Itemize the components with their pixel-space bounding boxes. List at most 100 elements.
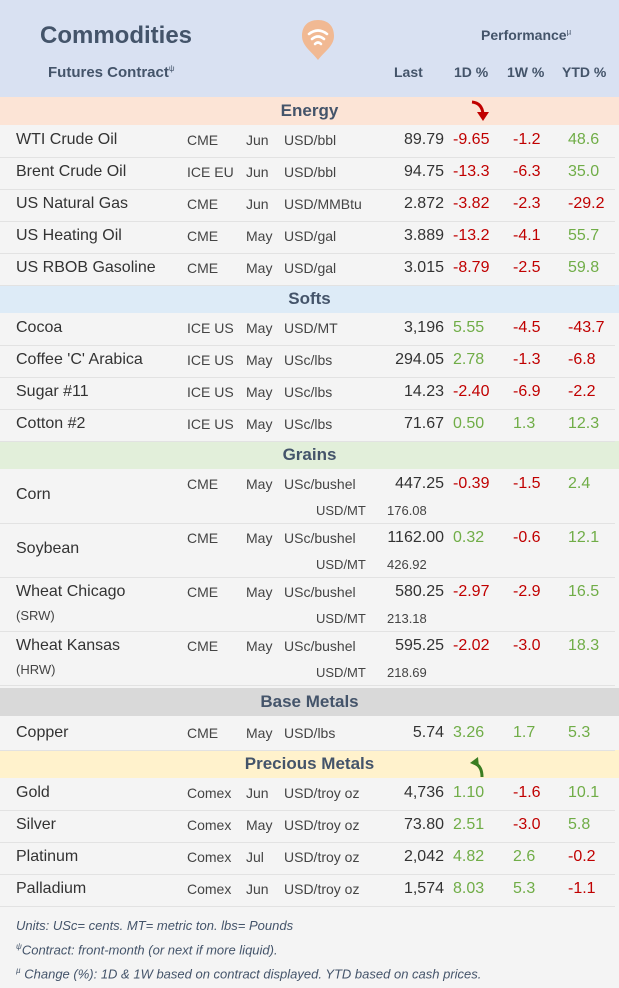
unit: USD/troy oz [284, 817, 360, 833]
footnote-change: µ Change (%): 1D & 1W based on contract … [16, 966, 481, 981]
change-1w: 5.3 [513, 880, 536, 897]
change-1w: -2.3 [513, 195, 541, 212]
contract-month: May [246, 260, 273, 276]
commodity-name: Platinum [16, 848, 79, 865]
last-price: 89.79 [403, 131, 444, 148]
unit: USc/bushel [284, 638, 356, 654]
unit-metric: USD/MT [316, 557, 366, 572]
change-ytd: 35.0 [568, 163, 600, 180]
commodity-name: Cotton #2 [16, 415, 86, 432]
change-ytd: -2.2 [568, 383, 596, 400]
unit: USD/troy oz [284, 849, 360, 865]
exchange: Comex [187, 849, 232, 865]
commodity-name: Palladium [16, 880, 87, 897]
table-row: Corn CME May USc/bushel 447.25 USD/MT 176.08 -0… [0, 469, 615, 524]
change-1w: 2.6 [513, 848, 536, 865]
header: Commodities Futures Contractψ Performanc… [0, 0, 619, 97]
last-price-metric: 218.69 [387, 665, 427, 680]
contract-month: Jul [246, 849, 264, 865]
change-1w: -2.5 [513, 259, 541, 276]
change-1d: 8.03 [453, 880, 485, 897]
change-ytd: 2.4 [568, 475, 591, 492]
col-1w: 1W % [507, 64, 545, 80]
exchange: CME [187, 196, 219, 212]
change-ytd: 59.8 [568, 259, 600, 276]
contract-month: May [246, 228, 273, 244]
change-1w: -1.3 [513, 351, 541, 368]
table-row: Palladium Comex Jun USD/troy oz 1,574 8.03 5.3… [0, 874, 615, 907]
section-base-metals: Base Metals [0, 688, 619, 716]
last-price: 4,736 [403, 784, 444, 801]
contract-month: May [246, 352, 273, 368]
last-price: 3,196 [403, 319, 444, 336]
change-1d: 2.78 [453, 351, 485, 368]
change-1d: -13.3 [453, 163, 490, 180]
exchange: CME [187, 530, 219, 546]
exchange: CME [187, 132, 219, 148]
last-price: 1162.00 [387, 529, 444, 546]
change-ytd: 5.8 [568, 816, 591, 833]
change-1d: -0.39 [453, 475, 490, 492]
page-title: Commodities [40, 22, 193, 49]
unit: USD/gal [284, 260, 337, 276]
table-row: Wheat Kansas (HRW) CME May USc/bushel 595.25 U… [0, 631, 615, 686]
commodity-name: Soybean [16, 540, 80, 557]
change-1w: -1.2 [513, 131, 541, 148]
change-footnote-text: Change (%): 1D & 1W based on contract di… [24, 966, 482, 982]
contract-footnote-text: Contract: front-month (or next if more l… [21, 942, 278, 958]
last-price: 3.889 [403, 227, 444, 244]
unit-metric: USD/MT [316, 503, 366, 518]
exchange: Comex [187, 785, 232, 801]
change-1d: 0.50 [453, 415, 485, 432]
commodity-name: Wheat Chicago [16, 583, 126, 600]
change-1w: 1.7 [513, 724, 536, 741]
contract-month: Jun [246, 785, 269, 801]
unit: USc/lbs [284, 416, 333, 432]
table-row: Sugar #11 ICE US May USc/lbs 14.23 -2.40 -6.9 -… [0, 377, 615, 410]
change-1d: 1.10 [453, 784, 485, 801]
commodity-name-qualifier: (HRW) [16, 662, 56, 677]
commodity-name: WTI Crude Oil [16, 131, 118, 148]
table-row: Coffee 'C' Arabica ICE US May USc/lbs 294.05… [0, 345, 615, 378]
change-1d: 0.32 [453, 529, 485, 546]
table-row: Soybean CME May USc/bushel 1162.00 USD/MT 426.… [0, 523, 615, 578]
unit: USD/MT [284, 320, 338, 336]
table-row: Cocoa ICE US May USD/MT 3,196 5.55 -4.5 -43.7 [0, 313, 615, 346]
exchange: CME [187, 228, 219, 244]
contract-month: May [246, 476, 273, 492]
change-ytd: -43.7 [568, 319, 605, 336]
unit: USc/bushel [284, 530, 356, 546]
change-1d: -8.79 [453, 259, 490, 276]
last-price: 3.015 [403, 259, 444, 276]
contract-month: Jun [246, 132, 269, 148]
table-row: Copper CME May USD/lbs 5.74 3.26 1.7 5.3 [0, 718, 615, 751]
change-1d: -9.65 [453, 131, 490, 148]
change-ytd: 16.5 [568, 583, 600, 600]
last-price: 595.25 [395, 637, 444, 654]
commodity-name: Copper [16, 724, 69, 741]
last-price-metric: 426.92 [387, 557, 427, 572]
up-arrow-icon [470, 757, 484, 778]
unit: USc/lbs [284, 352, 333, 368]
contract-footnote-marker: ψ [168, 64, 175, 73]
last-price: 94.75 [403, 163, 444, 180]
commodity-name: US RBOB Gasoline [16, 259, 156, 276]
performance-header: Performanceµ [481, 27, 571, 43]
last-price: 71.67 [403, 415, 444, 432]
last-price: 2.872 [403, 195, 444, 212]
contract-month: May [246, 320, 273, 336]
last-price: 447.25 [395, 475, 444, 492]
change-footnote-symbol: µ [16, 966, 21, 975]
change-1w: 1.3 [513, 415, 536, 432]
col-1d: 1D % [454, 64, 489, 80]
commodity-name: Brent Crude Oil [16, 163, 127, 180]
unit-metric: USD/MT [316, 665, 366, 680]
exchange: ICE EU [187, 164, 234, 180]
unit-metric: USD/MT [316, 611, 366, 626]
contract-month: May [246, 584, 273, 600]
unit: USD/MMBtu [284, 196, 362, 212]
exchange: ICE US [187, 384, 234, 400]
change-ytd: 55.7 [568, 227, 600, 244]
exchange: ICE US [187, 416, 234, 432]
contract-month: Jun [246, 164, 269, 180]
